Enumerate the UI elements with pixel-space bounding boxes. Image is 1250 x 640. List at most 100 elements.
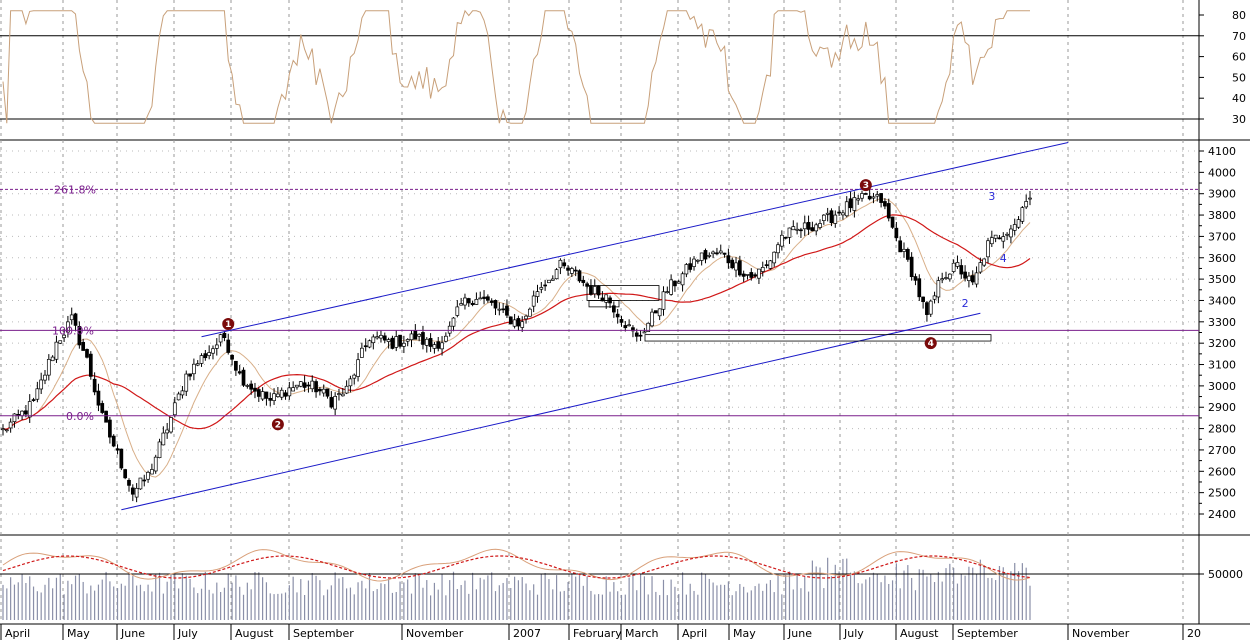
candle-body bbox=[791, 226, 796, 231]
candle-body bbox=[337, 393, 341, 395]
candle-body bbox=[768, 260, 773, 269]
candle-body bbox=[669, 279, 673, 295]
candle-body bbox=[745, 274, 750, 276]
candle-body bbox=[295, 384, 299, 388]
candle-body bbox=[253, 387, 257, 392]
candle-body bbox=[333, 396, 338, 410]
candle-body bbox=[898, 240, 903, 253]
candle-body bbox=[4, 429, 9, 432]
rsi-axis: 30 40 50 60 70 80 bbox=[1199, 9, 1246, 126]
candle-body bbox=[497, 308, 502, 311]
candle-body bbox=[283, 392, 288, 397]
candle-body bbox=[600, 297, 605, 302]
candle-body bbox=[825, 212, 830, 215]
candle-body bbox=[8, 421, 13, 429]
candle-body bbox=[802, 222, 807, 230]
volume-axis: 50000 bbox=[1199, 568, 1243, 581]
candle-body bbox=[520, 321, 525, 328]
upper-channel-line bbox=[201, 141, 1069, 338]
price-tick-label: 3200 bbox=[1208, 337, 1236, 350]
candle-body bbox=[172, 402, 177, 416]
candle-body bbox=[909, 256, 914, 278]
candle-body bbox=[241, 369, 246, 386]
price-tick-label: 3700 bbox=[1208, 230, 1236, 243]
candle-body bbox=[409, 333, 414, 341]
candle-body bbox=[54, 341, 59, 360]
fibonacci-label: 261.8% bbox=[54, 183, 96, 196]
volume-oscillator bbox=[2, 548, 1031, 582]
candle-body bbox=[699, 252, 704, 261]
candle-body bbox=[715, 252, 719, 255]
vertical-grid bbox=[0, 0, 1184, 624]
candle-body bbox=[440, 342, 444, 350]
candle-body bbox=[306, 384, 311, 387]
volume-oscillator-signal bbox=[2, 555, 1031, 579]
price-tick-label: 2400 bbox=[1208, 508, 1236, 521]
price-axis: 2400 2500 2600 2700 2800 2900 3000 3100 3200 3300… bbox=[1199, 145, 1236, 521]
volume-panel bbox=[0, 548, 1199, 620]
candle-body bbox=[417, 333, 421, 337]
price-tick-label: 4100 bbox=[1208, 145, 1236, 158]
candle-body bbox=[967, 275, 971, 281]
candle-body bbox=[234, 360, 238, 371]
candle-body bbox=[673, 280, 677, 287]
candle-body bbox=[905, 249, 910, 260]
price-tick-label: 2500 bbox=[1208, 487, 1236, 500]
candle-body bbox=[180, 390, 185, 396]
candle-body bbox=[837, 211, 841, 214]
candle-body bbox=[688, 263, 693, 270]
month-label: 20 bbox=[1187, 627, 1201, 640]
candle-body bbox=[508, 316, 513, 325]
candle-body bbox=[535, 291, 540, 297]
candle-body bbox=[260, 391, 265, 400]
candle-body bbox=[69, 314, 74, 321]
candle-body bbox=[886, 203, 891, 219]
candle-body bbox=[589, 285, 593, 295]
candle-body bbox=[73, 313, 78, 326]
candle-body bbox=[493, 300, 498, 309]
candle-body bbox=[940, 278, 945, 281]
candle-body bbox=[195, 363, 200, 366]
price-tick-label: 3100 bbox=[1208, 359, 1236, 372]
candle-body bbox=[936, 280, 941, 298]
candle-body bbox=[1005, 233, 1009, 236]
candle-body bbox=[570, 268, 574, 274]
candle-body bbox=[661, 291, 666, 310]
candle-body bbox=[646, 322, 651, 332]
candle-body bbox=[153, 456, 158, 472]
price-tick-label: 2900 bbox=[1208, 401, 1236, 414]
candle-body bbox=[363, 345, 368, 348]
candle-body bbox=[543, 284, 547, 287]
candle-body bbox=[997, 237, 1002, 240]
minor-wave-label: 4 bbox=[1000, 252, 1007, 265]
candle-body bbox=[123, 469, 128, 479]
month-label: July bbox=[177, 627, 198, 640]
candle-body bbox=[810, 227, 815, 232]
candle-body bbox=[737, 260, 742, 276]
price-tick-label: 4000 bbox=[1208, 166, 1236, 179]
trend-channel bbox=[121, 141, 1069, 511]
candle-body bbox=[654, 310, 658, 314]
candle-body bbox=[627, 324, 631, 327]
candle-body bbox=[829, 210, 834, 224]
rsi-tick-label: 40 bbox=[1232, 92, 1246, 105]
candle-body bbox=[741, 273, 746, 277]
fibonacci-label: 100.0% bbox=[52, 324, 94, 337]
candle-body bbox=[642, 331, 647, 334]
month-label: November bbox=[406, 627, 464, 640]
candle-body bbox=[592, 286, 597, 295]
candle-body bbox=[382, 335, 387, 341]
candle-body bbox=[650, 311, 654, 327]
candle-body bbox=[130, 487, 135, 495]
candle-body bbox=[119, 448, 124, 469]
candle-body bbox=[776, 244, 780, 254]
candle-body bbox=[841, 212, 845, 216]
candle-body bbox=[989, 237, 994, 245]
candle-body bbox=[390, 337, 395, 349]
candle-body bbox=[62, 334, 66, 338]
candle-body bbox=[631, 327, 635, 332]
candle-body bbox=[142, 479, 147, 482]
candle-body bbox=[863, 193, 868, 195]
candle-body bbox=[577, 270, 582, 282]
candle-body bbox=[486, 296, 490, 301]
